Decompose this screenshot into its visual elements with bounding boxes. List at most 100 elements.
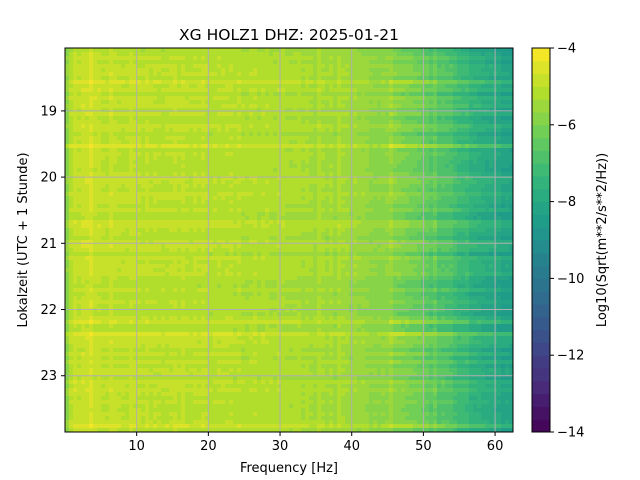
heatmap-cell bbox=[277, 164, 282, 169]
heatmap-cell bbox=[429, 68, 434, 73]
heatmap-cell bbox=[377, 216, 382, 221]
heatmap-cell bbox=[121, 56, 126, 61]
heatmap-cell bbox=[69, 180, 74, 185]
heatmap-cell bbox=[465, 204, 470, 209]
heatmap-cell bbox=[305, 52, 310, 57]
heatmap-cell bbox=[345, 92, 350, 97]
heatmap-cell bbox=[461, 164, 466, 169]
heatmap-cell bbox=[113, 192, 118, 197]
heatmap-cell bbox=[229, 84, 234, 89]
heatmap-cell bbox=[117, 140, 122, 145]
heatmap-cell bbox=[373, 108, 378, 113]
heatmap-cell bbox=[497, 88, 502, 93]
heatmap-cell bbox=[193, 176, 198, 181]
heatmap-cell bbox=[329, 192, 334, 197]
heatmap-cell bbox=[477, 68, 482, 73]
heatmap-cell bbox=[449, 108, 454, 113]
heatmap-cell bbox=[97, 120, 102, 125]
heatmap-cell bbox=[73, 116, 78, 121]
heatmap-cell bbox=[281, 180, 286, 185]
heatmap-cell bbox=[113, 212, 118, 217]
heatmap-cell bbox=[373, 60, 378, 65]
heatmap-cell bbox=[81, 140, 86, 145]
heatmap-cell bbox=[501, 212, 506, 217]
heatmap-cell bbox=[177, 52, 182, 57]
heatmap-cell bbox=[433, 112, 438, 117]
heatmap-cell bbox=[313, 68, 318, 73]
heatmap-cell bbox=[217, 144, 222, 149]
heatmap-cell bbox=[377, 48, 382, 53]
heatmap-cell bbox=[453, 212, 458, 217]
heatmap-cell bbox=[433, 156, 438, 161]
heatmap-cell bbox=[193, 96, 198, 101]
heatmap-cell bbox=[497, 180, 502, 185]
heatmap-cell bbox=[253, 220, 258, 225]
heatmap-cell bbox=[125, 116, 130, 121]
heatmap-cell bbox=[489, 116, 494, 121]
heatmap-cell bbox=[417, 164, 422, 169]
heatmap-cell bbox=[273, 212, 278, 217]
heatmap-cell bbox=[173, 212, 178, 217]
heatmap-cell bbox=[333, 64, 338, 69]
heatmap-cell bbox=[185, 152, 190, 157]
heatmap-cell bbox=[481, 164, 486, 169]
heatmap-cell bbox=[321, 224, 326, 229]
heatmap-cell bbox=[405, 68, 410, 73]
heatmap-cell bbox=[89, 56, 94, 61]
heatmap-cell bbox=[165, 104, 170, 109]
heatmap-cell bbox=[225, 168, 230, 173]
heatmap-cell bbox=[229, 212, 234, 217]
heatmap-cell bbox=[221, 120, 226, 125]
heatmap-cell bbox=[509, 172, 513, 177]
heatmap-cell bbox=[113, 84, 118, 89]
heatmap-cell bbox=[73, 192, 78, 197]
heatmap-cell bbox=[325, 76, 330, 81]
heatmap-cell bbox=[277, 124, 282, 129]
heatmap-cell bbox=[333, 68, 338, 73]
heatmap-cell bbox=[405, 176, 410, 181]
heatmap-cell bbox=[253, 164, 258, 169]
heatmap-cell bbox=[113, 108, 118, 113]
heatmap-cell bbox=[137, 56, 142, 61]
heatmap-cell bbox=[217, 204, 222, 209]
heatmap-cell bbox=[273, 180, 278, 185]
heatmap-cell bbox=[353, 68, 358, 73]
heatmap-cell bbox=[137, 164, 142, 169]
heatmap-cell bbox=[257, 100, 262, 105]
heatmap-cell bbox=[205, 144, 210, 149]
heatmap-cell bbox=[137, 128, 142, 133]
heatmap-cell bbox=[201, 104, 206, 109]
heatmap-cell bbox=[477, 120, 482, 125]
heatmap-cell bbox=[177, 92, 182, 97]
heatmap-cell bbox=[369, 84, 374, 89]
heatmap-cell bbox=[277, 152, 282, 157]
heatmap-cell bbox=[401, 180, 406, 185]
heatmap-cell bbox=[401, 176, 406, 181]
heatmap-cell bbox=[169, 48, 174, 53]
heatmap-cell bbox=[177, 156, 182, 161]
heatmap-cell bbox=[273, 160, 278, 165]
heatmap-cell bbox=[409, 192, 414, 197]
heatmap-cell bbox=[441, 92, 446, 97]
heatmap-cell bbox=[137, 112, 142, 117]
heatmap-cell bbox=[441, 60, 446, 65]
heatmap-cell bbox=[77, 132, 82, 137]
heatmap-cell bbox=[101, 104, 106, 109]
heatmap-cell bbox=[365, 104, 370, 109]
heatmap-cell bbox=[433, 216, 438, 221]
heatmap-cell bbox=[285, 160, 290, 165]
heatmap-cell bbox=[145, 132, 150, 137]
heatmap-cell bbox=[141, 56, 146, 61]
heatmap-cell bbox=[417, 96, 422, 101]
heatmap-cell bbox=[461, 132, 466, 137]
heatmap-cell bbox=[121, 48, 126, 53]
heatmap-cell bbox=[489, 168, 494, 173]
heatmap-cell bbox=[293, 152, 298, 157]
heatmap-cell bbox=[201, 60, 206, 65]
heatmap-cell bbox=[189, 176, 194, 181]
heatmap-cell bbox=[453, 60, 458, 65]
heatmap-cell bbox=[169, 192, 174, 197]
heatmap-cell bbox=[201, 124, 206, 129]
heatmap-cell bbox=[333, 104, 338, 109]
heatmap-cell bbox=[181, 120, 186, 125]
